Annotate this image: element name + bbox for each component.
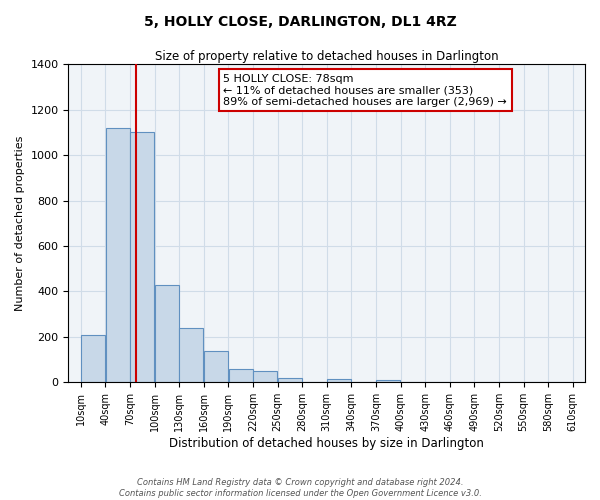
Bar	[253, 372, 277, 382]
Y-axis label: Number of detached properties: Number of detached properties	[15, 136, 25, 311]
Text: 5, HOLLY CLOSE, DARLINGTON, DL1 4RZ: 5, HOLLY CLOSE, DARLINGTON, DL1 4RZ	[143, 15, 457, 29]
Bar	[155, 284, 179, 382]
Bar	[229, 368, 253, 382]
Bar	[278, 378, 302, 382]
Bar	[179, 328, 203, 382]
Bar	[204, 350, 228, 382]
Text: 5 HOLLY CLOSE: 78sqm
← 11% of detached houses are smaller (353)
89% of semi-deta: 5 HOLLY CLOSE: 78sqm ← 11% of detached h…	[223, 74, 507, 107]
Bar	[327, 379, 351, 382]
Bar	[376, 380, 400, 382]
Bar	[81, 334, 105, 382]
Bar	[106, 128, 130, 382]
Text: Contains HM Land Registry data © Crown copyright and database right 2024.
Contai: Contains HM Land Registry data © Crown c…	[119, 478, 481, 498]
Title: Size of property relative to detached houses in Darlington: Size of property relative to detached ho…	[155, 50, 499, 63]
X-axis label: Distribution of detached houses by size in Darlington: Distribution of detached houses by size …	[169, 437, 484, 450]
Bar	[130, 132, 154, 382]
